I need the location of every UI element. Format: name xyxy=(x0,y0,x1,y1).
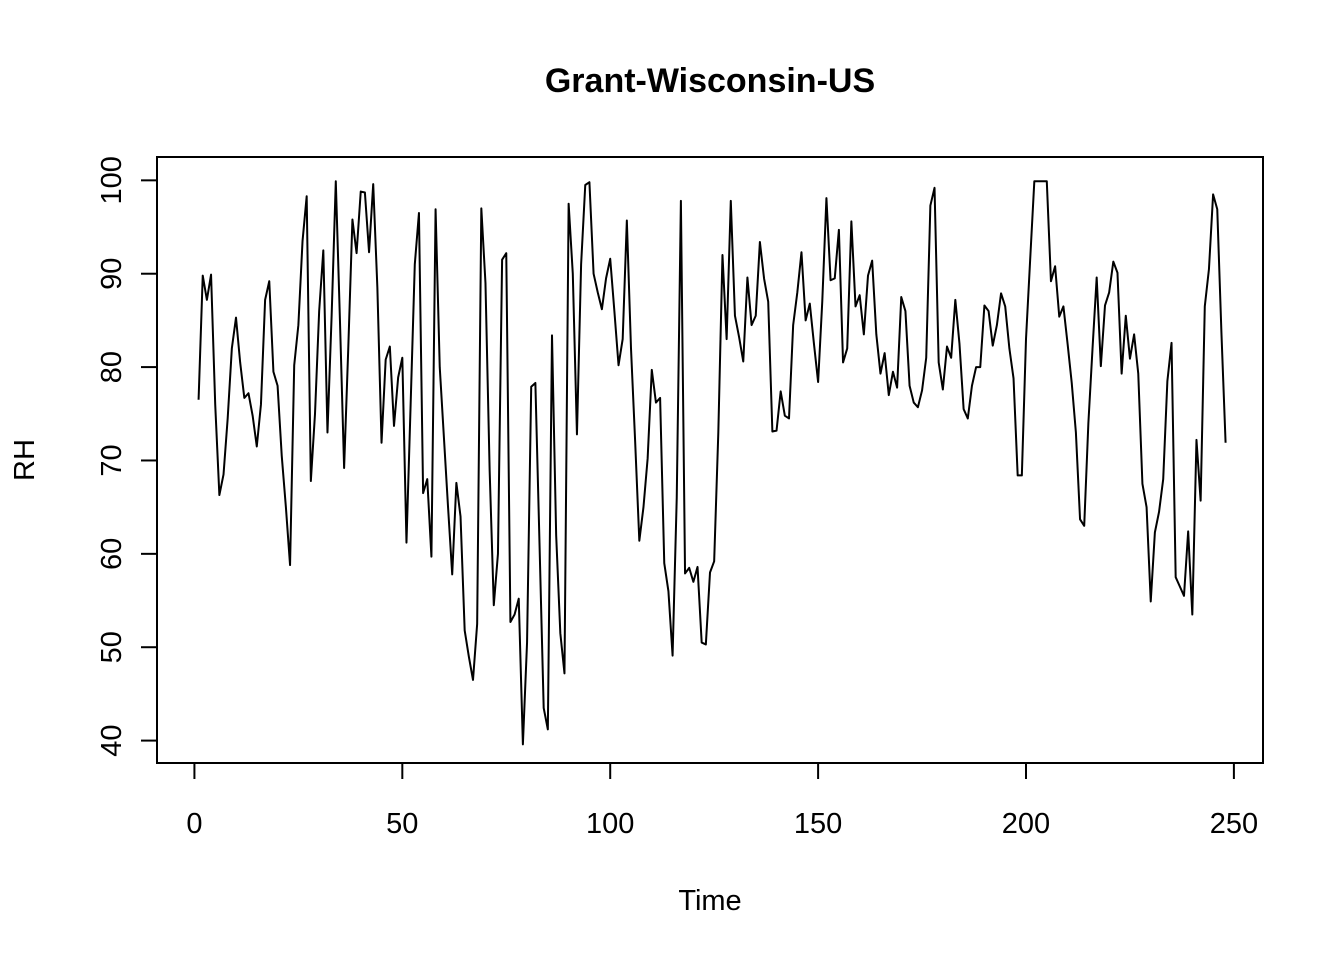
x-axis-label: Time xyxy=(678,885,741,917)
y-tick-label: 40 xyxy=(96,724,128,756)
x-tick-label: 150 xyxy=(794,808,842,840)
y-tick-label: 80 xyxy=(96,351,128,383)
y-axis-label: RH xyxy=(9,439,41,481)
y-tick-label: 50 xyxy=(96,631,128,663)
x-tick-label: 250 xyxy=(1210,808,1258,840)
x-tick-label: 50 xyxy=(386,808,418,840)
y-axis: 40 50 60 70 80 90 100 xyxy=(96,156,158,757)
x-tick-label: 100 xyxy=(586,808,634,840)
chart-title: Grant-Wisconsin-US xyxy=(545,62,875,100)
x-axis: 0 50 100 150 200 250 xyxy=(186,762,1258,840)
y-tick-label: 100 xyxy=(96,156,128,204)
x-tick-label: 0 xyxy=(186,808,202,840)
y-tick-label: 90 xyxy=(96,258,128,290)
y-tick-label: 70 xyxy=(96,444,128,476)
plot-frame xyxy=(156,156,1264,764)
y-tick-label: 60 xyxy=(96,538,128,570)
x-tick-label: 200 xyxy=(1002,808,1050,840)
rh-series-line xyxy=(197,180,1227,746)
